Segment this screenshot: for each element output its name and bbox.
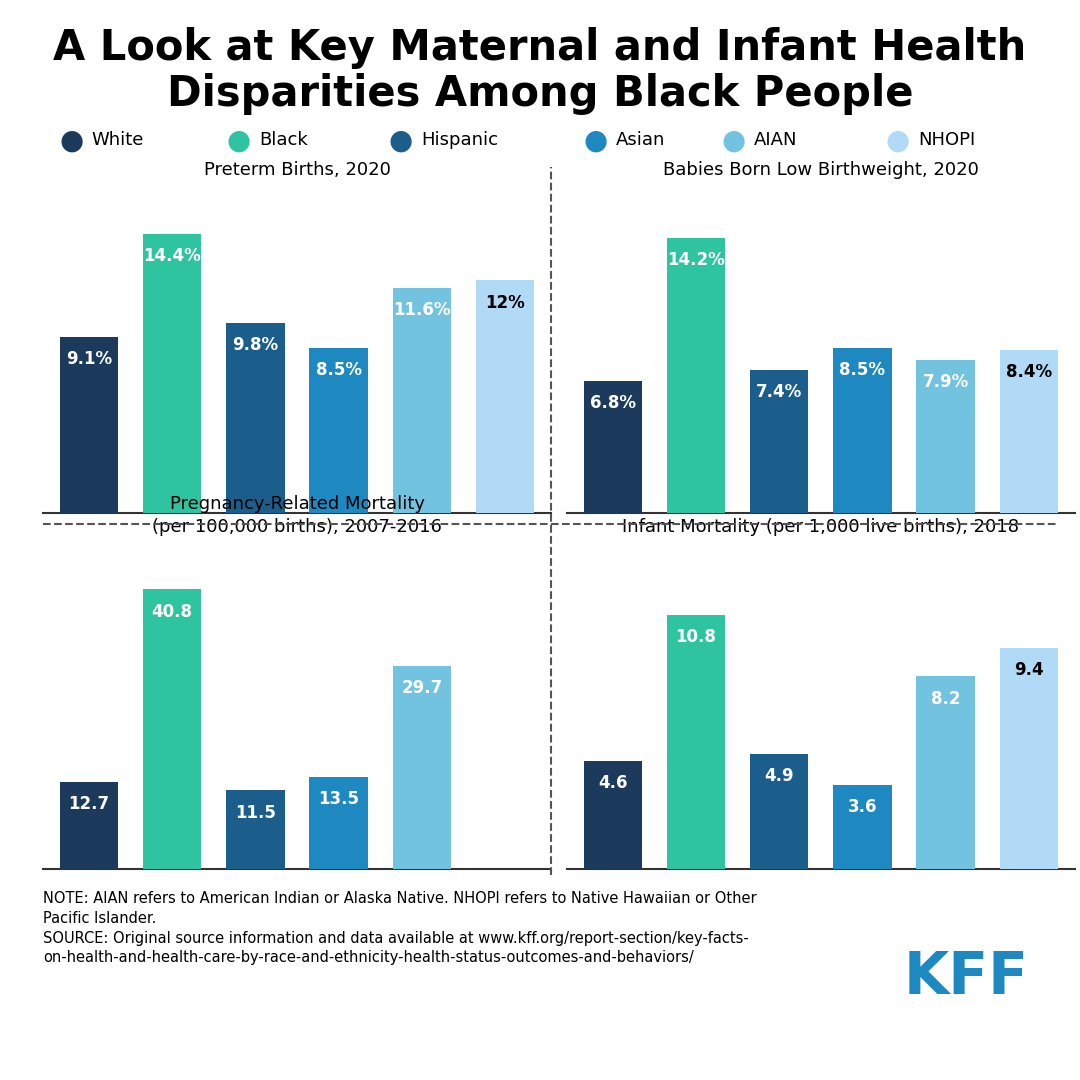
- Text: ●: ●: [227, 126, 251, 154]
- Bar: [393, 665, 451, 869]
- Text: ●: ●: [389, 126, 413, 154]
- Bar: [310, 348, 367, 513]
- Text: 7.4%: 7.4%: [756, 382, 802, 401]
- Title: Babies Born Low Birthweight, 2020: Babies Born Low Birthweight, 2020: [663, 161, 978, 179]
- Bar: [666, 616, 725, 869]
- Bar: [1000, 648, 1058, 869]
- Text: 10.8: 10.8: [676, 629, 716, 647]
- Text: 29.7: 29.7: [401, 678, 443, 697]
- Bar: [917, 360, 975, 513]
- Text: 8.4%: 8.4%: [1005, 363, 1052, 381]
- Text: 4.9: 4.9: [765, 767, 794, 785]
- Text: White: White: [92, 132, 144, 149]
- Text: 9.1%: 9.1%: [66, 350, 112, 368]
- Text: 6.8%: 6.8%: [590, 394, 636, 413]
- Bar: [59, 337, 118, 513]
- Text: 8.2: 8.2: [931, 690, 960, 707]
- Bar: [476, 281, 535, 513]
- Text: 8.5%: 8.5%: [315, 362, 362, 379]
- Bar: [834, 785, 891, 869]
- Text: 8.5%: 8.5%: [839, 362, 886, 379]
- Text: A Look at Key Maternal and Infant Health: A Look at Key Maternal and Infant Health: [53, 27, 1027, 69]
- Text: 11.5: 11.5: [235, 804, 275, 822]
- Text: ●: ●: [886, 126, 909, 154]
- Text: ●: ●: [59, 126, 83, 154]
- Text: 3.6: 3.6: [848, 798, 877, 815]
- Title: Preterm Births, 2020: Preterm Births, 2020: [203, 161, 391, 179]
- Bar: [1000, 350, 1058, 513]
- Text: 9.4: 9.4: [1014, 661, 1043, 679]
- Text: ●: ●: [721, 126, 745, 154]
- Bar: [583, 761, 642, 869]
- Bar: [751, 754, 808, 869]
- Text: 14.2%: 14.2%: [667, 251, 725, 269]
- Text: 4.6: 4.6: [598, 774, 627, 793]
- Bar: [751, 369, 808, 513]
- Bar: [227, 791, 284, 869]
- Bar: [583, 381, 642, 513]
- Text: 12%: 12%: [485, 294, 525, 312]
- Title: Infant Mortality (per 1,000 live births), 2018: Infant Mortality (per 1,000 live births)…: [622, 517, 1020, 536]
- Bar: [143, 590, 201, 869]
- Text: NHOPI: NHOPI: [918, 132, 975, 149]
- Bar: [143, 234, 201, 513]
- Text: 9.8%: 9.8%: [232, 336, 279, 354]
- Text: NOTE: AIAN refers to American Indian or Alaska Native. NHOPI refers to Native Ha: NOTE: AIAN refers to American Indian or …: [43, 891, 757, 966]
- Text: ●: ●: [583, 126, 607, 154]
- Text: 14.4%: 14.4%: [144, 247, 201, 266]
- Title: Pregnancy-Related Mortality
(per 100,000 births), 2007-2016: Pregnancy-Related Mortality (per 100,000…: [152, 496, 442, 536]
- Text: Asian: Asian: [616, 132, 665, 149]
- Bar: [227, 323, 284, 513]
- Text: 7.9%: 7.9%: [922, 373, 969, 391]
- Bar: [310, 777, 367, 869]
- Text: 13.5: 13.5: [319, 789, 360, 808]
- Text: 40.8: 40.8: [151, 603, 192, 621]
- Text: 11.6%: 11.6%: [393, 301, 450, 320]
- Text: Disparities Among Black People: Disparities Among Black People: [166, 73, 914, 116]
- Bar: [917, 676, 975, 869]
- Text: KFF: KFF: [904, 949, 1029, 1005]
- Bar: [834, 348, 891, 513]
- Text: AIAN: AIAN: [754, 132, 797, 149]
- Text: Hispanic: Hispanic: [421, 132, 498, 149]
- Bar: [393, 288, 451, 513]
- Text: 12.7: 12.7: [68, 796, 109, 813]
- Text: Black: Black: [259, 132, 308, 149]
- Bar: [666, 238, 725, 513]
- Bar: [59, 782, 118, 869]
